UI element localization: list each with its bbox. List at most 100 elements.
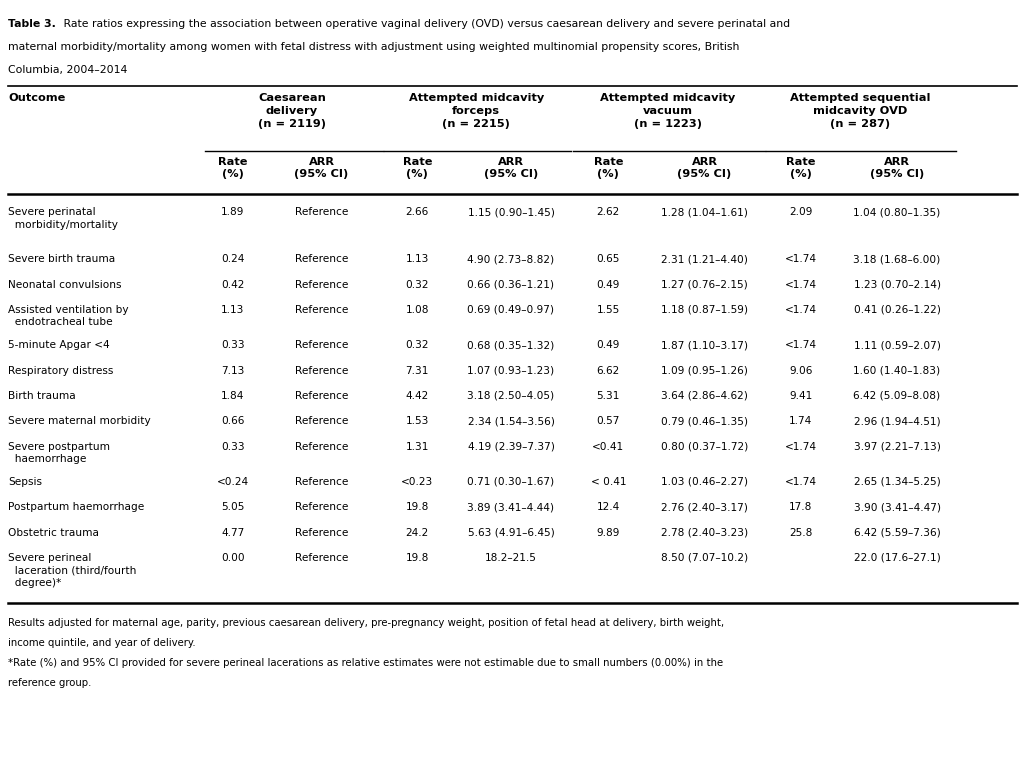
Text: 1.08: 1.08 [406,305,429,315]
Text: 4.42: 4.42 [406,391,429,401]
Text: 1.53: 1.53 [406,416,429,426]
Text: Severe postpartum
  haemorrhage: Severe postpartum haemorrhage [8,442,111,464]
Text: 0.79 (0.46–1.35): 0.79 (0.46–1.35) [662,416,748,426]
Text: 0.33: 0.33 [221,340,245,350]
Text: <1.74: <1.74 [784,254,817,264]
Text: 1.31: 1.31 [406,442,429,452]
Text: 3.18 (2.50–4.05): 3.18 (2.50–4.05) [467,391,555,401]
Text: 2.31 (1.21–4.40): 2.31 (1.21–4.40) [662,254,748,264]
Text: ARR
(95% CI): ARR (95% CI) [678,157,731,179]
Text: 9.41: 9.41 [790,391,812,401]
Text: 19.8: 19.8 [406,502,429,512]
Text: Respiratory distress: Respiratory distress [8,366,114,376]
Text: 4.90 (2.73–8.82): 4.90 (2.73–8.82) [467,254,555,264]
Text: 0.68 (0.35–1.32): 0.68 (0.35–1.32) [467,340,555,350]
Text: Reference: Reference [295,340,348,350]
Text: Severe maternal morbidity: Severe maternal morbidity [8,416,151,426]
Text: *Rate (%) and 95% CI provided for severe perineal lacerations as relative estima: *Rate (%) and 95% CI provided for severe… [8,658,723,668]
Text: 0.57: 0.57 [597,416,620,426]
Text: 6.62: 6.62 [597,366,620,376]
Text: 2.96 (1.94–4.51): 2.96 (1.94–4.51) [854,416,940,426]
Text: Outcome: Outcome [8,93,66,103]
Text: 1.28 (1.04–1.61): 1.28 (1.04–1.61) [662,207,748,217]
Text: ARR
(95% CI): ARR (95% CI) [484,157,538,179]
Text: ARR
(95% CI): ARR (95% CI) [870,157,924,179]
Text: Reference: Reference [295,391,348,401]
Text: <0.23: <0.23 [401,477,433,487]
Text: Caesarean
delivery
(n = 2119): Caesarean delivery (n = 2119) [258,93,326,128]
Text: 1.13: 1.13 [406,254,429,264]
Text: 1.15 (0.90–1.45): 1.15 (0.90–1.45) [468,207,554,217]
Text: 0.66 (0.36–1.21): 0.66 (0.36–1.21) [468,280,554,290]
Text: maternal morbidity/mortality among women with fetal distress with adjustment usi: maternal morbidity/mortality among women… [8,42,739,52]
Text: 0.00: 0.00 [221,553,245,563]
Text: 7.31: 7.31 [406,366,429,376]
Text: 0.41 (0.26–1.22): 0.41 (0.26–1.22) [854,305,940,315]
Text: 3.97 (2.21–7.13): 3.97 (2.21–7.13) [854,442,940,452]
Text: 1.13: 1.13 [221,305,245,315]
Text: 0.33: 0.33 [221,442,245,452]
Text: 1.09 (0.95–1.26): 1.09 (0.95–1.26) [662,366,748,376]
Text: Neonatal convulsions: Neonatal convulsions [8,280,122,290]
Text: 1.89: 1.89 [221,207,245,217]
Text: Rate ratios expressing the association between operative vaginal delivery (OVD) : Rate ratios expressing the association b… [60,19,791,29]
Text: Reference: Reference [295,254,348,264]
Text: 19.8: 19.8 [406,553,429,563]
Text: 3.89 (3.41–4.44): 3.89 (3.41–4.44) [468,502,554,512]
Text: <1.74: <1.74 [784,477,817,487]
Text: 18.2–21.5: 18.2–21.5 [485,553,537,563]
Text: 1.60 (1.40–1.83): 1.60 (1.40–1.83) [853,366,941,376]
Text: 3.64 (2.86–4.62): 3.64 (2.86–4.62) [662,391,748,401]
Text: Attempted midcavity
vacuum
(n = 1223): Attempted midcavity vacuum (n = 1223) [600,93,735,128]
Text: 25.8: 25.8 [790,528,812,538]
Text: 24.2: 24.2 [406,528,429,538]
Text: <1.74: <1.74 [784,340,817,350]
Text: 0.42: 0.42 [221,280,245,290]
Text: 3.90 (3.41–4.47): 3.90 (3.41–4.47) [854,502,940,512]
Text: 1.84: 1.84 [221,391,245,401]
Text: 4.77: 4.77 [221,528,245,538]
Text: Reference: Reference [295,553,348,563]
Text: Obstetric trauma: Obstetric trauma [8,528,99,538]
Text: 1.55: 1.55 [597,305,620,315]
Text: 0.49: 0.49 [597,280,620,290]
Text: 4.19 (2.39–7.37): 4.19 (2.39–7.37) [468,442,554,452]
Text: 1.18 (0.87–1.59): 1.18 (0.87–1.59) [662,305,748,315]
Text: 22.0 (17.6–27.1): 22.0 (17.6–27.1) [854,553,940,563]
Text: 1.87 (1.10–3.17): 1.87 (1.10–3.17) [662,340,748,350]
Text: 1.23 (0.70–2.14): 1.23 (0.70–2.14) [854,280,940,290]
Text: 1.07 (0.93–1.23): 1.07 (0.93–1.23) [467,366,555,376]
Text: 2.78 (2.40–3.23): 2.78 (2.40–3.23) [660,528,749,538]
Text: 0.71 (0.30–1.67): 0.71 (0.30–1.67) [467,477,555,487]
Text: Reference: Reference [295,207,348,217]
Text: Rate
(%): Rate (%) [218,157,248,179]
Text: 0.80 (0.37–1.72): 0.80 (0.37–1.72) [660,442,749,452]
Text: 2.62: 2.62 [597,207,620,217]
Text: 2.65 (1.34–5.25): 2.65 (1.34–5.25) [854,477,940,487]
Text: Reference: Reference [295,477,348,487]
Text: <0.41: <0.41 [592,442,625,452]
Text: 3.18 (1.68–6.00): 3.18 (1.68–6.00) [853,254,941,264]
Text: 1.03 (0.46–2.27): 1.03 (0.46–2.27) [662,477,748,487]
Text: 0.49: 0.49 [597,340,620,350]
Text: 1.27 (0.76–2.15): 1.27 (0.76–2.15) [662,280,748,290]
Text: Reference: Reference [295,416,348,426]
Text: 1.11 (0.59–2.07): 1.11 (0.59–2.07) [854,340,940,350]
Text: 5.05: 5.05 [221,502,245,512]
Text: 0.66: 0.66 [221,416,245,426]
Text: 5.31: 5.31 [597,391,620,401]
Text: 9.06: 9.06 [790,366,812,376]
Text: 0.65: 0.65 [597,254,620,264]
Text: <1.74: <1.74 [784,280,817,290]
Text: 5-minute Apgar <4: 5-minute Apgar <4 [8,340,110,350]
Text: <1.74: <1.74 [784,442,817,452]
Text: Severe perinatal
  morbidity/mortality: Severe perinatal morbidity/mortality [8,207,118,230]
Text: Severe perineal
  laceration (third/fourth
  degree)*: Severe perineal laceration (third/fourth… [8,553,136,588]
Text: 1.04 (0.80–1.35): 1.04 (0.80–1.35) [853,207,941,217]
Text: 17.8: 17.8 [790,502,812,512]
Text: Reference: Reference [295,528,348,538]
Text: Columbia, 2004–2014: Columbia, 2004–2014 [8,65,128,75]
Text: ARR
(95% CI): ARR (95% CI) [295,157,348,179]
Text: Reference: Reference [295,502,348,512]
Text: Reference: Reference [295,280,348,290]
